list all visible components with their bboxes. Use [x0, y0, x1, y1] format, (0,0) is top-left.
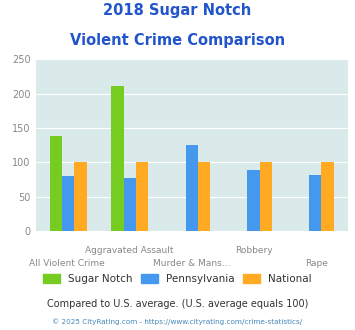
- Text: Robbery: Robbery: [235, 246, 273, 255]
- Text: Violent Crime Comparison: Violent Crime Comparison: [70, 33, 285, 48]
- Bar: [136, 162, 148, 231]
- Text: All Violent Crime: All Violent Crime: [29, 259, 105, 268]
- Text: © 2025 CityRating.com - https://www.cityrating.com/crime-statistics/: © 2025 CityRating.com - https://www.city…: [53, 318, 302, 325]
- Bar: [260, 162, 272, 231]
- Bar: [50, 136, 62, 231]
- Bar: [111, 86, 124, 231]
- Bar: [186, 145, 198, 231]
- Text: Compared to U.S. average. (U.S. average equals 100): Compared to U.S. average. (U.S. average …: [47, 299, 308, 309]
- Text: Murder & Mans...: Murder & Mans...: [153, 259, 230, 268]
- Bar: [247, 170, 260, 231]
- Legend: Sugar Notch, Pennsylvania, National: Sugar Notch, Pennsylvania, National: [43, 274, 312, 284]
- Text: 2018 Sugar Notch: 2018 Sugar Notch: [103, 3, 252, 18]
- Text: Rape: Rape: [305, 259, 328, 268]
- Bar: [198, 162, 210, 231]
- Bar: [321, 162, 334, 231]
- Bar: [75, 162, 87, 231]
- Text: Aggravated Assault: Aggravated Assault: [85, 246, 174, 255]
- Bar: [62, 176, 75, 231]
- Bar: [309, 176, 321, 231]
- Bar: [124, 178, 136, 231]
